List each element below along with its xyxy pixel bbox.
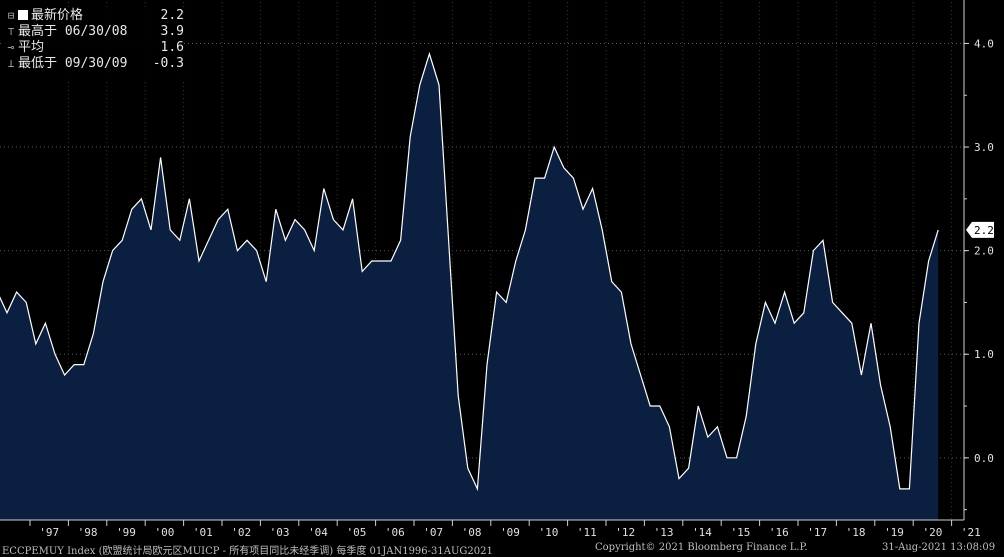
legend-row-average: ⊸ 平均 1.6 [4,40,184,56]
legend-row-high: ⊤ 最高于 06/30/08 3.9 [4,24,184,40]
legend-low-value: -0.3 [152,56,184,71]
x-axis-ticks: '97 '98 '99 '00 '01 '02 '03 '04 '05 '06 '07 '08 '09 '… [29,520,981,539]
series-line [0,51,939,492]
x-tick-label: '03 [270,526,290,539]
y-tick-label: 1.0 [974,348,994,361]
low-marker-icon: ⊥ [7,57,15,70]
y-tick-label: 4.0 [974,37,994,50]
footer-copyright: Copyright© 2021 Bloomberg Finance L.P. [595,542,808,553]
legend-last-value: 2.2 [160,8,184,23]
x-tick-label: '21 [961,526,981,539]
x-tick-label: '20 [922,526,942,539]
x-tick-label: '99 [116,526,136,539]
x-tick-label: '11 [577,526,597,539]
y-tick-label: 0.0 [974,452,994,465]
average-marker-icon: ⊸ [7,41,15,54]
x-tick-label: '06 [385,526,405,539]
x-tick-label: '04 [308,526,328,539]
series-area [0,53,939,520]
legend-high-label: 最高于 06/30/08 [18,24,128,39]
legend-average-value: 1.6 [160,40,184,55]
x-tick-label: '01 [193,526,213,539]
series-swatch-icon [18,10,28,20]
x-tick-label: '02 [231,526,251,539]
x-tick-label: '16 [769,526,789,539]
x-tick-label: '00 [154,526,174,539]
x-tick-label: '98 [78,526,98,539]
y-tick-label: 2.0 [974,245,994,258]
axes [0,0,965,521]
x-tick-label: '97 [39,526,59,539]
last-value-marker: 2.2 [966,221,994,238]
x-tick-label: '19 [884,526,904,539]
y-axis-ticks: 4.0 3.0 2.0 1.0 0.0 [964,37,994,511]
footer-timestamp: 31-Aug-2021 13:08:09 [882,542,996,553]
x-tick-label: '07 [423,526,443,539]
chart: 4.0 3.0 2.0 1.0 0.0 '97 '98 '99 '00 '01 '02 '03 '04… [0,0,994,539]
x-tick-label: '10 [538,526,558,539]
footer: ECCPEMUY Index (欧盟统计局欧元区MUICP - 所有项目同比未经… [0,542,1004,557]
x-tick-label: '14 [692,526,712,539]
last-value-tag [966,221,994,238]
x-tick-label: '17 [807,526,827,539]
legend: ⊟ 最新价格 2.2 ⊤ 最高于 06/30/08 3.9 ⊸ 平均 1.6 ⊥… [4,8,184,80]
x-tick-label: '15 [730,526,750,539]
legend-last-label: 最新价格 [31,8,84,23]
x-tick-label: '18 [846,526,866,539]
last-value-label: 2.2 [974,224,994,237]
x-tick-label: '05 [346,526,366,539]
x-tick-label: '08 [462,526,482,539]
x-tick-label: '12 [615,526,635,539]
legend-high-value: 3.9 [160,24,184,39]
x-tick-label: '09 [500,526,520,539]
legend-row-last: ⊟ 最新价格 2.2 [4,8,184,24]
x-tick-label: '13 [654,526,674,539]
legend-average-label: 平均 [18,40,45,55]
legend-row-low: ⊥ 最低于 09/30/09 -0.3 [4,56,184,72]
footer-ticker: ECCPEMUY Index (欧盟统计局欧元区MUICP - 所有项目同比未经… [2,546,493,557]
legend-low-label: 最低于 09/30/09 [18,56,128,71]
y-tick-label: 3.0 [974,141,994,154]
collapse-icon[interactable]: ⊟ [7,9,15,22]
high-marker-icon: ⊤ [7,25,15,38]
